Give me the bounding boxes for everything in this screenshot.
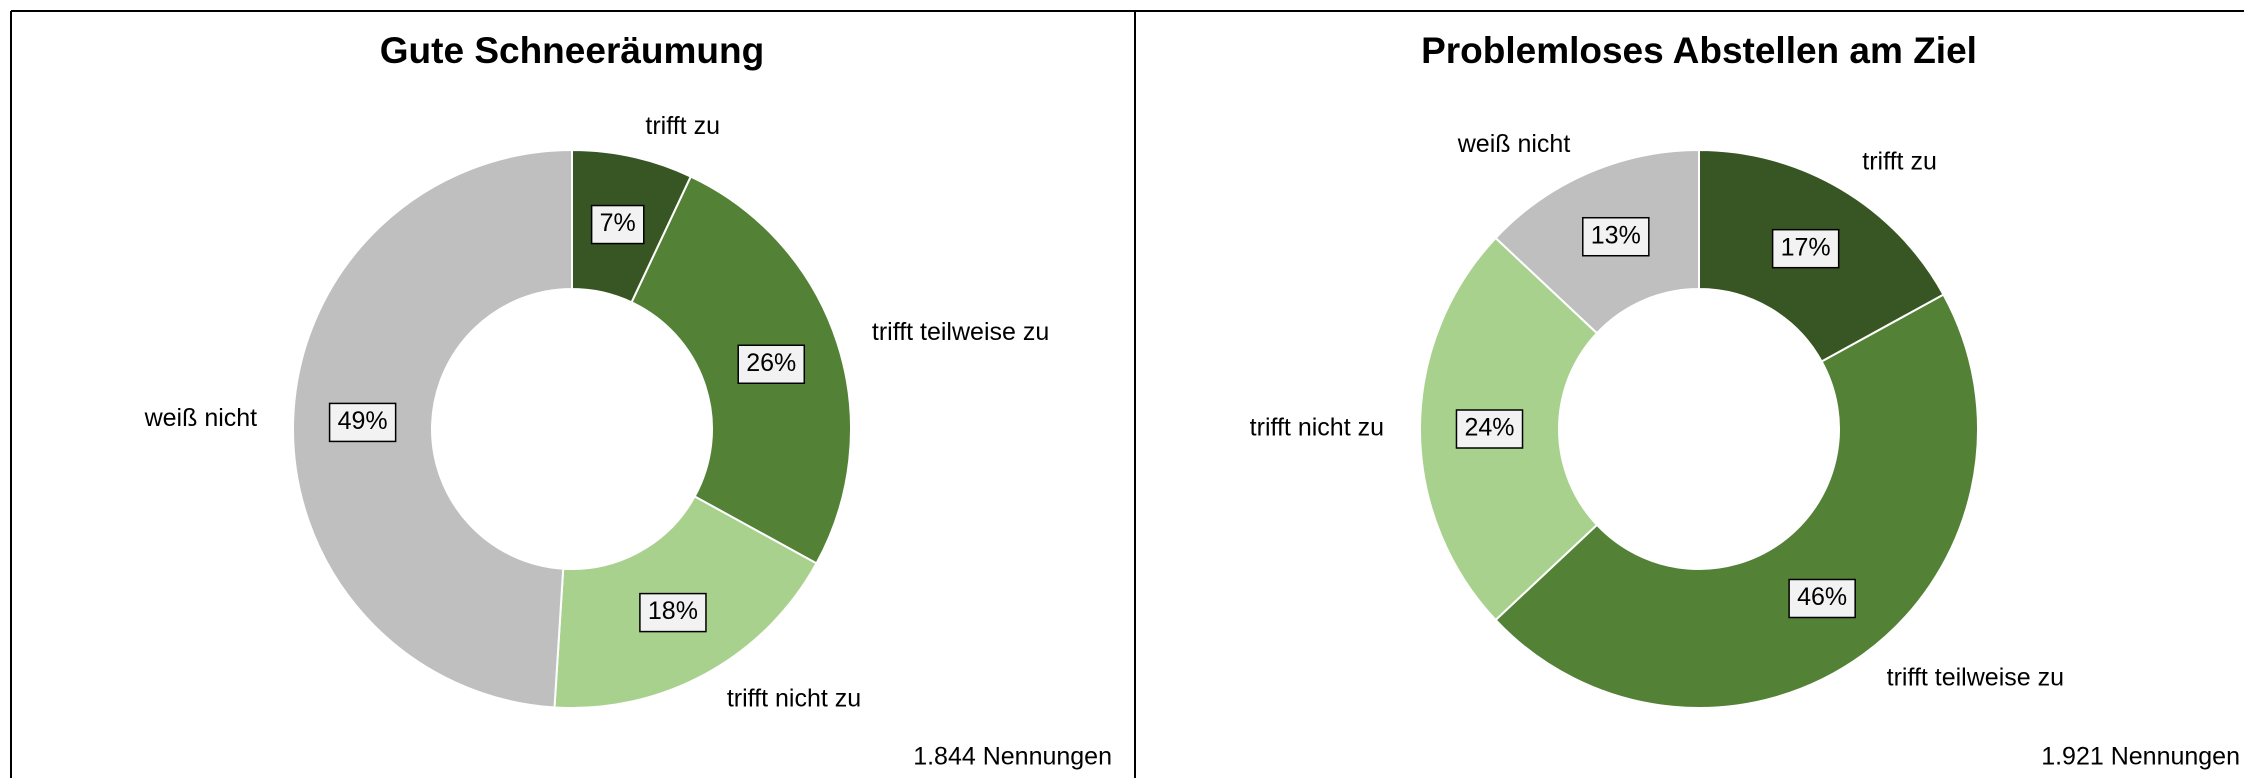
value-label-box (1771, 228, 1840, 269)
category-label: weiß nicht (1457, 130, 1571, 158)
value-label: 49% (338, 407, 388, 435)
chart-title: Problemloses Abstellen am Ziel (1421, 30, 1977, 71)
value-label-box (1582, 216, 1650, 257)
donut-slice (292, 148, 573, 709)
value-label: 17% (1781, 233, 1831, 261)
category-label: weiß nicht (144, 404, 258, 432)
value-label-box (590, 204, 645, 245)
value-label: 13% (1591, 221, 1641, 249)
donut-slice (1494, 293, 1979, 709)
value-label-box (737, 344, 806, 385)
value-label-box (1455, 409, 1524, 449)
category-label: trifft nicht zu (1250, 414, 1384, 442)
value-label: 46% (1797, 583, 1847, 611)
value-label: 26% (746, 349, 796, 377)
category-label: trifft teilweise zu (872, 318, 1049, 346)
category-label: trifft zu (1862, 148, 1937, 176)
value-label: 7% (600, 209, 636, 237)
value-label-box (328, 402, 397, 443)
value-label-box (639, 592, 707, 633)
annotation: 1.921 Nennungen (2041, 743, 2240, 771)
category-label: trifft teilweise zu (1887, 664, 2064, 692)
value-label: 18% (648, 597, 698, 625)
value-label: 24% (1464, 414, 1514, 442)
category-label: trifft zu (645, 112, 720, 140)
value-label-box (1788, 578, 1856, 619)
chart-title: Gute Schneeräumung (380, 30, 764, 71)
category-label: trifft nicht zu (727, 684, 861, 712)
annotation: 1.844 Nennungen (913, 743, 1112, 771)
